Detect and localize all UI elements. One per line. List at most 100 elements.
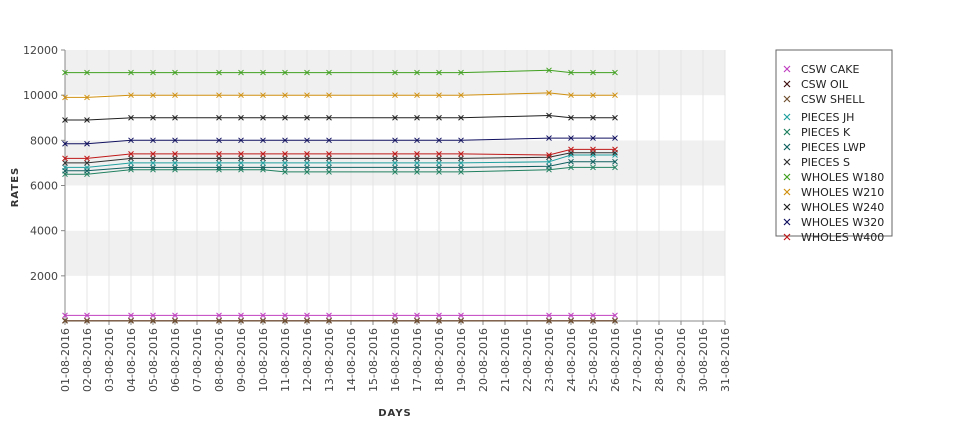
data-point-marker	[612, 152, 618, 158]
data-point-marker	[414, 160, 420, 166]
data-point-marker	[150, 69, 156, 76]
data-point-marker	[150, 151, 156, 157]
data-point-marker	[392, 114, 398, 121]
legend-marker	[783, 203, 791, 211]
data-point-marker	[414, 312, 420, 319]
data-point-marker	[216, 69, 222, 76]
data-point-marker	[216, 160, 222, 166]
data-point-marker	[414, 137, 420, 144]
data-point-marker	[546, 90, 552, 96]
data-point-marker	[568, 164, 574, 171]
data-point-marker	[568, 318, 574, 324]
data-point-marker	[458, 318, 464, 324]
x-tick-label: 23-08-2016	[543, 328, 556, 392]
x-tick-label: 31-08-2016	[719, 328, 732, 392]
y-tick-label: 6000	[30, 180, 58, 193]
series-wholes-w400	[62, 146, 618, 162]
data-point-marker	[150, 312, 156, 319]
legend-marker	[783, 65, 791, 73]
series-wholes-w180	[62, 67, 618, 76]
data-point-marker	[590, 146, 596, 153]
data-point-marker	[238, 92, 244, 99]
data-point-marker	[282, 312, 288, 319]
data-point-marker	[436, 137, 442, 144]
legend-label: PIECES K	[801, 126, 851, 139]
x-axis-label: DAYS	[378, 408, 412, 419]
data-point-marker	[84, 155, 90, 162]
y-axis-label: RATES	[10, 167, 21, 208]
data-point-marker	[546, 163, 552, 170]
data-point-marker	[128, 318, 134, 324]
data-point-marker	[282, 151, 288, 157]
legend-marker	[783, 173, 791, 181]
data-point-marker	[238, 69, 244, 76]
data-point-marker	[84, 69, 90, 76]
x-tick-label: 08-08-2016	[213, 328, 226, 392]
data-point-marker	[260, 164, 266, 171]
data-point-marker	[414, 318, 420, 324]
y-tick-label: 4000	[30, 225, 58, 238]
data-point-marker	[414, 69, 420, 76]
data-point-marker	[282, 137, 288, 144]
data-point-marker	[546, 158, 552, 165]
data-point-marker	[458, 155, 464, 162]
data-point-marker	[392, 151, 398, 157]
legend-marker	[783, 188, 791, 196]
data-point-marker	[458, 164, 464, 171]
data-point-marker	[326, 137, 332, 144]
data-point-marker	[568, 135, 574, 141]
x-tick-label: 02-08-2016	[81, 328, 94, 392]
data-point-marker	[238, 166, 244, 173]
data-point-marker	[282, 69, 288, 76]
data-point-marker	[612, 318, 618, 324]
x-tick-label: 27-08-2016	[631, 328, 644, 392]
data-point-marker	[436, 318, 442, 324]
data-point-marker	[62, 312, 68, 319]
data-point-marker	[458, 92, 464, 99]
data-point-marker	[62, 69, 68, 76]
data-point-marker	[326, 312, 332, 319]
data-point-marker	[150, 155, 156, 162]
legend-item: WHOLES W210	[783, 186, 884, 199]
data-point-marker	[172, 166, 178, 173]
x-tick-label: 09-08-2016	[235, 328, 248, 392]
x-tick-label: 06-08-2016	[169, 328, 182, 392]
data-point-marker	[590, 312, 596, 319]
data-point-marker	[260, 92, 266, 99]
data-point-marker	[172, 69, 178, 76]
y-tick-label: 2000	[30, 270, 58, 283]
series-csw-cake	[62, 312, 618, 319]
data-point-marker	[546, 318, 552, 324]
data-point-marker	[238, 160, 244, 166]
data-point-marker	[172, 312, 178, 319]
data-point-marker	[238, 312, 244, 319]
data-point-marker	[282, 164, 288, 171]
data-point-marker	[172, 137, 178, 144]
legend-label: WHOLES W180	[801, 171, 884, 184]
data-point-marker	[84, 140, 90, 147]
data-point-marker	[260, 151, 266, 157]
data-point-marker	[458, 169, 464, 175]
data-point-marker	[216, 137, 222, 144]
data-point-marker	[590, 114, 596, 121]
series-pieces-jh	[62, 152, 618, 171]
data-point-marker	[326, 164, 332, 171]
data-point-marker	[326, 318, 332, 324]
data-point-marker	[414, 169, 420, 175]
data-point-marker	[436, 92, 442, 99]
data-point-marker	[62, 94, 68, 101]
data-point-marker	[326, 155, 332, 162]
data-point-marker	[216, 166, 222, 173]
data-point-marker	[260, 69, 266, 76]
legend-marker	[783, 128, 791, 136]
data-point-marker	[612, 114, 618, 121]
data-point-marker	[326, 151, 332, 157]
data-point-marker	[282, 114, 288, 121]
data-point-marker	[546, 152, 552, 158]
legend-item: PIECES K	[783, 126, 851, 139]
x-tick-label: 21-08-2016	[499, 328, 512, 392]
data-point-marker	[590, 152, 596, 158]
x-tick-label: 03-08-2016	[103, 328, 116, 392]
data-point-marker	[216, 92, 222, 99]
